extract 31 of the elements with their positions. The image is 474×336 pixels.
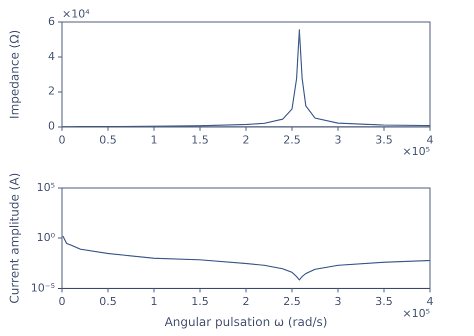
y-axis-title: Current amplitude (A): [7, 172, 22, 304]
x-tick-label: 1: [150, 133, 158, 146]
x-tick-label: 3.5: [375, 133, 393, 146]
x-tick-label: 2: [242, 133, 250, 146]
x-tick-label: 2.5: [283, 294, 301, 308]
x-tick-label: 1.5: [191, 133, 209, 146]
text: ×10⁴: [62, 7, 90, 20]
x-tick-label: 0.5: [99, 133, 117, 146]
y-axis-title: Impedance (Ω): [7, 30, 22, 119]
text: ×10⁵: [402, 306, 430, 320]
x-tick-label: 0: [58, 294, 66, 308]
x-tick-label: 3: [334, 294, 342, 308]
y-tick-label: 10⁰: [36, 231, 56, 244]
x-tick-label: 0: [58, 133, 66, 146]
x-tick-label: 0.5: [99, 294, 117, 308]
x-tick-label: 3.5: [375, 294, 393, 308]
x-tick-label: 2.5: [283, 133, 301, 146]
y-tick-label: 0: [48, 120, 55, 133]
x-tick-label: 4: [426, 133, 434, 146]
y-tick-label: 2: [48, 84, 55, 98]
text: ×10⁵: [402, 145, 430, 158]
x-tick-label: 1.5: [191, 294, 209, 308]
x-tick-label: 4: [426, 294, 434, 308]
y-tick-label: 10⁻⁵: [30, 281, 55, 294]
x-tick-label: 1: [150, 294, 158, 308]
x-axis-title: Angular pulsation ω (rad/s): [164, 314, 328, 329]
y-tick-label: 6: [48, 14, 55, 28]
y-tick-label: 10⁵: [36, 180, 55, 194]
y-tick-label: 4: [48, 50, 55, 63]
x-tick-label: 2: [242, 294, 250, 308]
x-tick-label: 3: [334, 133, 342, 146]
